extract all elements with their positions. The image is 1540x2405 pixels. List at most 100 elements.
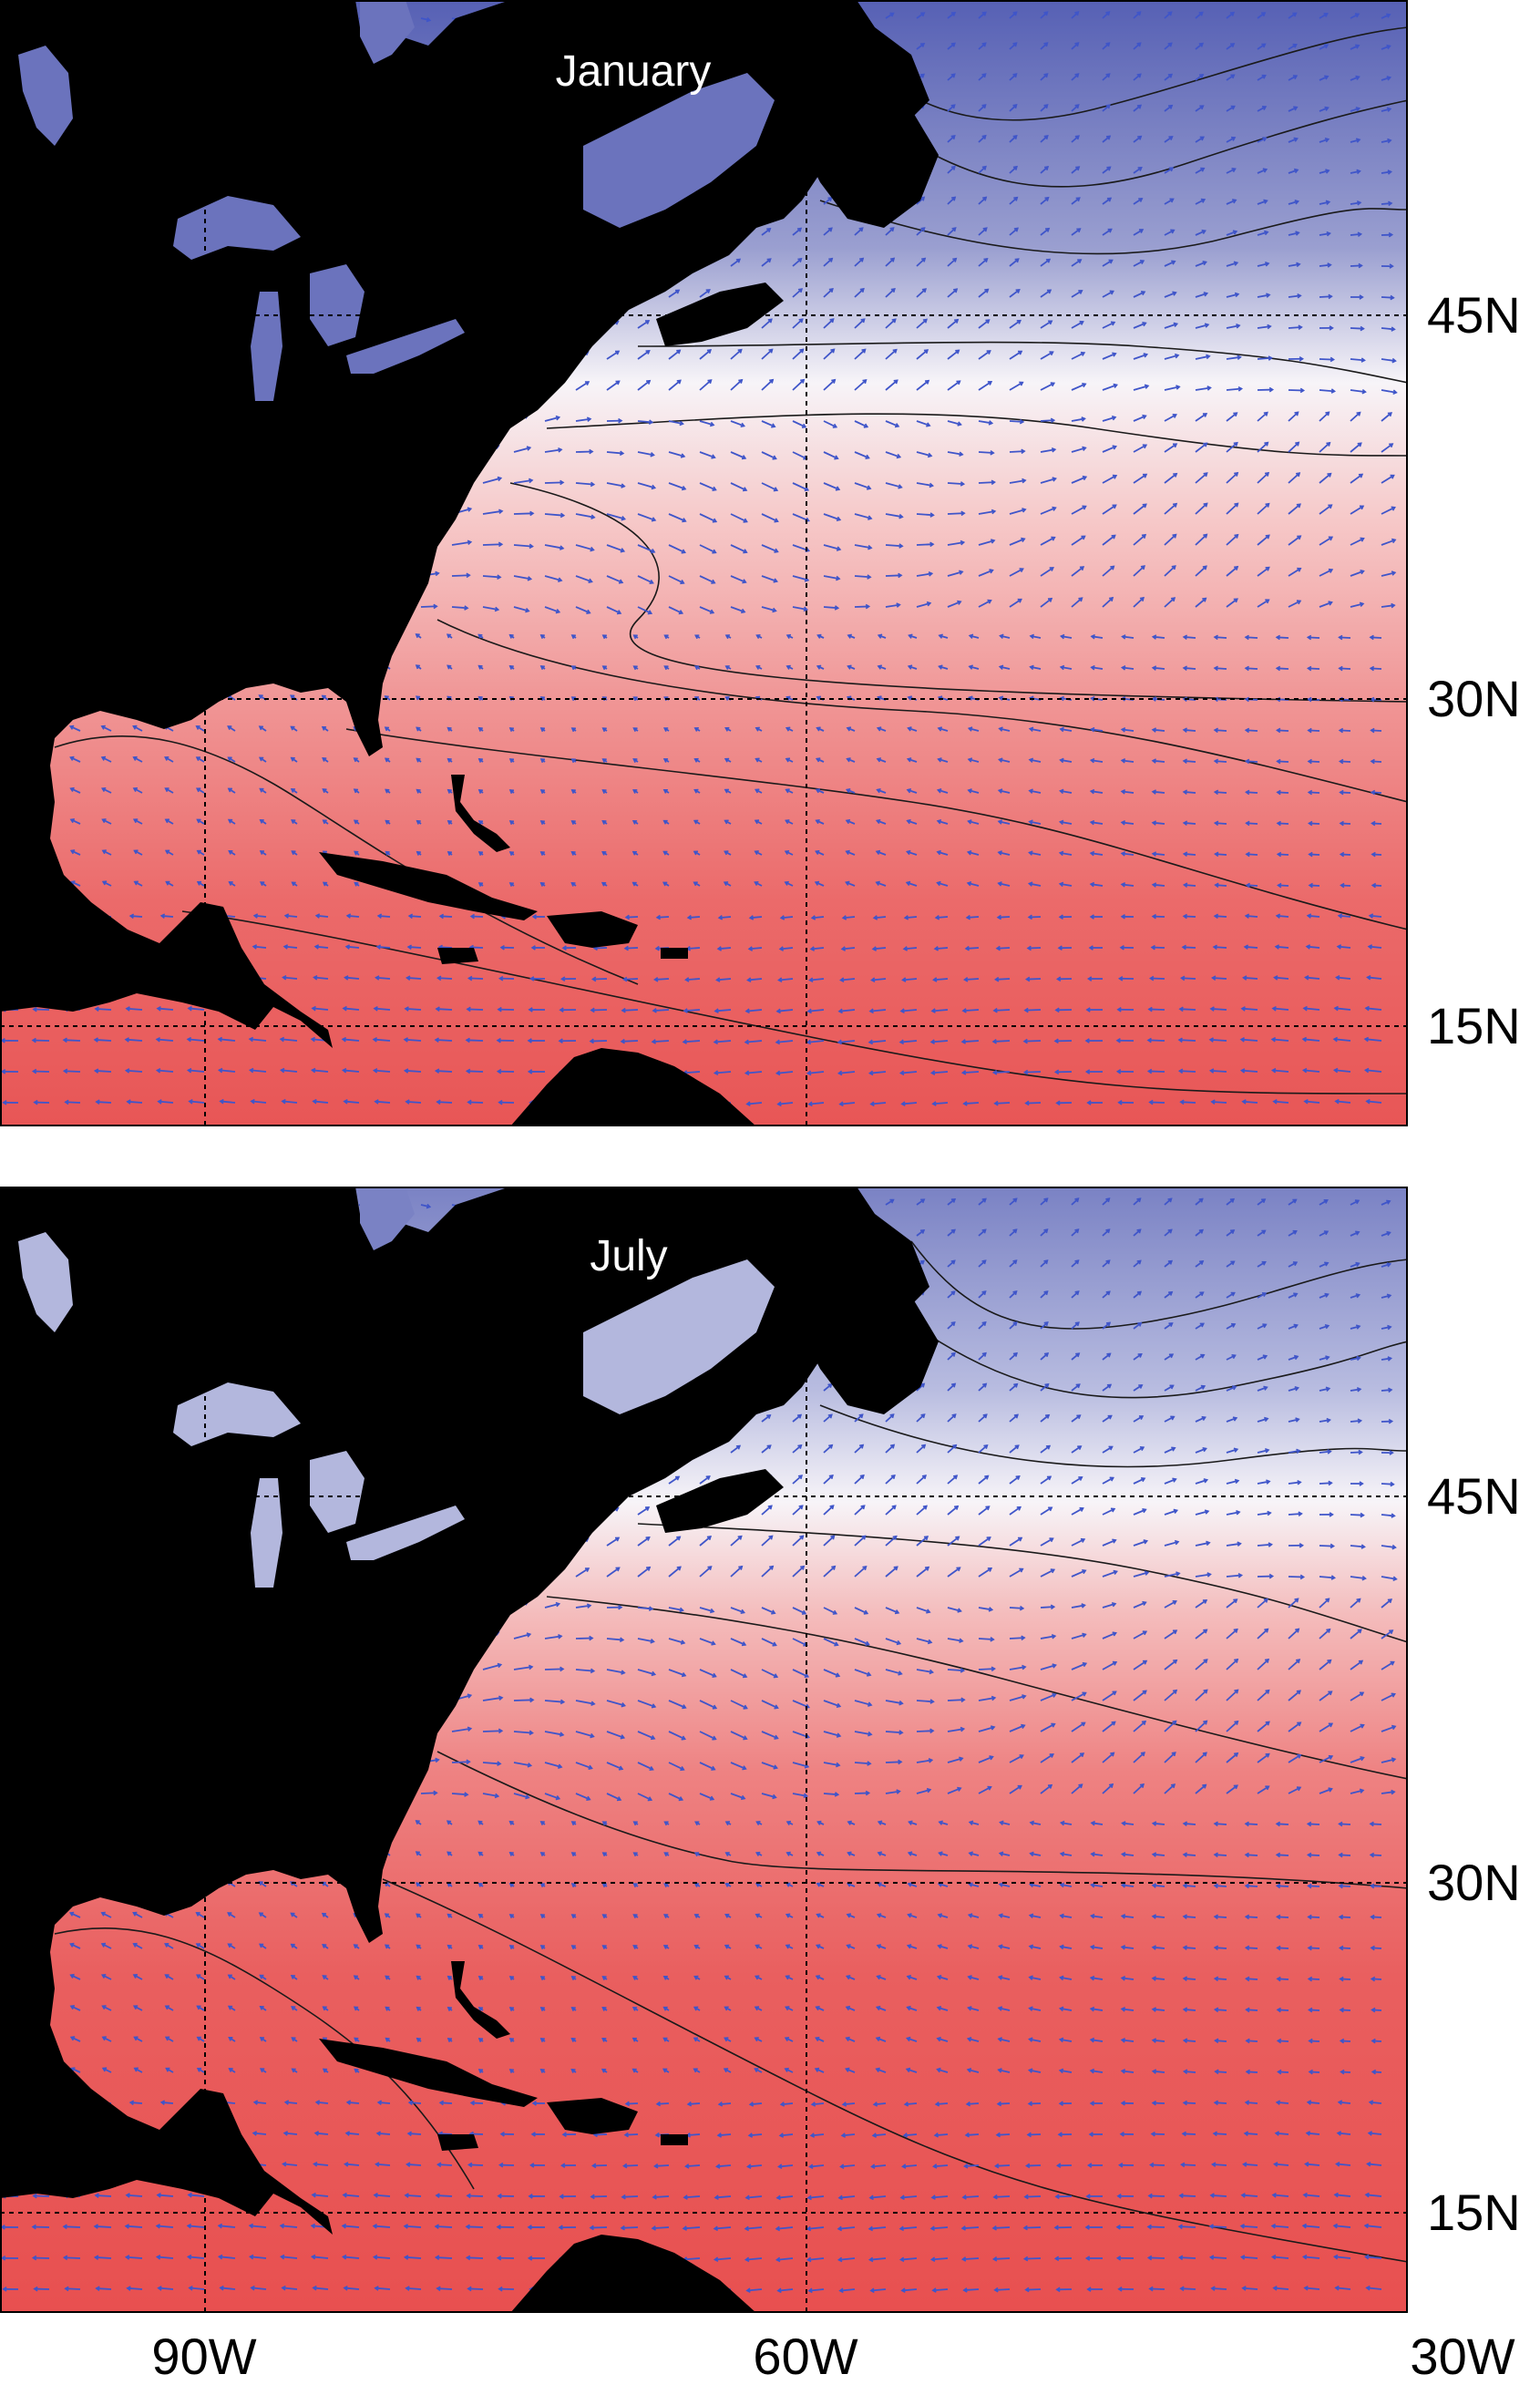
current-vector-head bbox=[32, 1006, 37, 1012]
current-vector-head bbox=[676, 379, 682, 385]
current-vector-head bbox=[1105, 73, 1111, 78]
current-vector bbox=[1184, 636, 1196, 639]
current-vector bbox=[1226, 1354, 1236, 1361]
current-vector bbox=[761, 420, 775, 427]
current-vector bbox=[436, 1008, 453, 1011]
current-vector-head bbox=[1324, 1292, 1330, 1298]
current-vector-head bbox=[1074, 1290, 1080, 1296]
current-vector-head bbox=[711, 1640, 716, 1646]
current-vector-head bbox=[508, 664, 514, 670]
current-vector-head bbox=[313, 944, 320, 950]
current-vector bbox=[1164, 1322, 1173, 1330]
current-vector-head bbox=[1022, 478, 1027, 484]
current-vector bbox=[606, 606, 621, 614]
current-vector-head bbox=[1231, 168, 1237, 173]
current-vector bbox=[1009, 420, 1023, 423]
current-vector-head bbox=[1358, 262, 1363, 269]
current-vector bbox=[997, 947, 1011, 950]
current-vector-head bbox=[186, 1067, 192, 1074]
current-vector bbox=[1091, 759, 1104, 763]
current-vector-head bbox=[1043, 104, 1049, 109]
current-vector bbox=[947, 1444, 957, 1454]
current-vector bbox=[1257, 169, 1268, 174]
current-vector bbox=[1215, 791, 1227, 794]
current-vector bbox=[906, 881, 918, 887]
current-vector-head bbox=[416, 850, 421, 856]
current-vector bbox=[1195, 167, 1205, 174]
current-vector-head bbox=[890, 287, 896, 293]
current-vector-head bbox=[1172, 413, 1177, 418]
current-vector-head bbox=[1391, 1513, 1396, 1518]
current-vector-head bbox=[769, 1565, 775, 1570]
current-vector bbox=[1215, 915, 1227, 918]
current-vector-head bbox=[1012, 1321, 1018, 1327]
current-vector bbox=[1071, 1445, 1082, 1454]
current-vector-head bbox=[586, 1603, 592, 1608]
current-vector-head bbox=[385, 850, 390, 856]
current-vector-head bbox=[1075, 1352, 1081, 1358]
current-vector-head bbox=[1386, 107, 1392, 112]
current-vector-head bbox=[1360, 325, 1365, 332]
current-vector bbox=[284, 945, 298, 949]
current-vector-head bbox=[1118, 975, 1124, 982]
current-vector-head bbox=[1182, 696, 1187, 702]
current-vector-head bbox=[1012, 73, 1018, 78]
current-vector-head bbox=[742, 1673, 748, 1679]
current-vector-head bbox=[1386, 1293, 1392, 1299]
current-vector bbox=[1184, 667, 1196, 670]
current-vector-head bbox=[1233, 1447, 1239, 1453]
current-vector-head bbox=[1359, 601, 1365, 607]
current-vector-head bbox=[981, 134, 987, 140]
current-vector-head bbox=[1151, 820, 1157, 826]
current-vector bbox=[761, 348, 774, 360]
current-vector bbox=[792, 227, 802, 236]
current-vector-head bbox=[967, 788, 972, 794]
current-vector-head bbox=[1111, 1601, 1117, 1608]
current-vector bbox=[1381, 1263, 1391, 1268]
current-vector bbox=[1288, 200, 1299, 205]
current-vector-head bbox=[1105, 1259, 1111, 1265]
current-vector-head bbox=[632, 634, 638, 640]
current-vector-head bbox=[1265, 566, 1270, 571]
current-vector-head bbox=[1387, 412, 1392, 417]
current-vector-head bbox=[1356, 1598, 1361, 1603]
current-vector-head bbox=[676, 1566, 682, 1571]
current-vector-head bbox=[706, 349, 713, 355]
current-vector-head bbox=[1324, 137, 1330, 143]
current-vector-head bbox=[662, 758, 669, 763]
isotherm-contour bbox=[637, 341, 1408, 384]
current-vector-head bbox=[999, 633, 1004, 640]
current-vector-head bbox=[311, 1005, 316, 1012]
current-vector bbox=[1319, 200, 1330, 205]
current-vector bbox=[1164, 354, 1179, 360]
current-vector bbox=[947, 196, 956, 205]
current-vector-head bbox=[724, 726, 730, 732]
current-vector-head bbox=[931, 1101, 937, 1106]
current-vector-head bbox=[675, 289, 681, 294]
current-vector bbox=[978, 1413, 988, 1423]
july-contours bbox=[54, 1240, 1408, 2263]
current-vector-head bbox=[539, 665, 545, 671]
current-vector bbox=[1381, 604, 1395, 608]
current-vector-head bbox=[618, 1604, 623, 1610]
current-vector bbox=[1102, 290, 1114, 298]
current-vector-head bbox=[1354, 13, 1360, 18]
current-vector-head bbox=[898, 1670, 903, 1676]
current-vector bbox=[637, 575, 653, 584]
current-vector-head bbox=[652, 1008, 657, 1013]
current-vector-head bbox=[920, 196, 926, 201]
current-vector bbox=[1148, 1039, 1165, 1042]
current-vector bbox=[343, 1069, 360, 1073]
current-vector bbox=[1071, 166, 1080, 174]
current-vector-head bbox=[1298, 324, 1303, 331]
current-vector-head bbox=[1234, 565, 1239, 570]
current-vector-head bbox=[447, 664, 452, 670]
current-vector-head bbox=[649, 1765, 654, 1772]
current-vector-head bbox=[1276, 789, 1281, 796]
current-vector bbox=[189, 1100, 205, 1104]
current-vector bbox=[843, 916, 856, 920]
current-vector-head bbox=[1090, 726, 1095, 733]
current-vector-head bbox=[586, 609, 591, 614]
current-vector bbox=[1288, 1261, 1298, 1268]
current-vector-head bbox=[1339, 851, 1345, 858]
